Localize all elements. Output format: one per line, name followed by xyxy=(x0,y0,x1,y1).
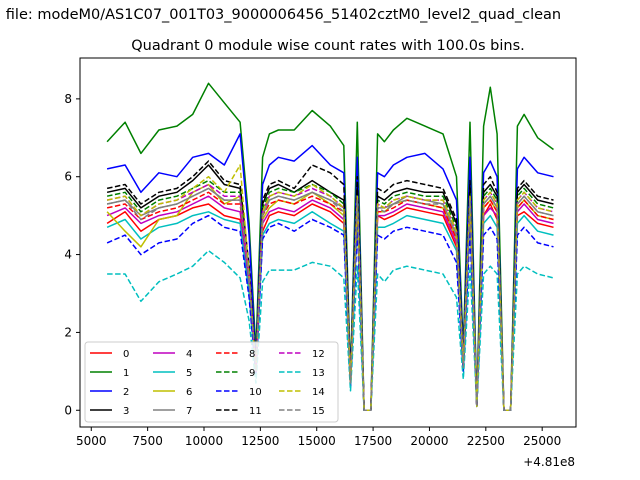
legend-label-3: 3 xyxy=(123,406,129,417)
legend-label-13: 13 xyxy=(312,368,325,379)
x-tick-label: 5000 xyxy=(76,434,107,448)
x-tick-label: 17500 xyxy=(354,434,392,448)
legend-label-8: 8 xyxy=(249,349,255,360)
x-axis-offset-label: +4.81e8 xyxy=(523,455,575,469)
legend-label-14: 14 xyxy=(312,387,325,398)
y-tick-label: 0 xyxy=(64,403,72,417)
chart-title: Quadrant 0 module wise count rates with … xyxy=(131,38,525,54)
x-tick-label: 25000 xyxy=(523,434,561,448)
legend-label-4: 4 xyxy=(186,349,192,360)
y-tick-label: 2 xyxy=(64,325,72,339)
legend-label-1: 1 xyxy=(123,368,129,379)
series-line-15 xyxy=(106,187,554,412)
x-tick-label: 15000 xyxy=(298,434,336,448)
legend-label-0: 0 xyxy=(123,349,129,360)
y-tick-label: 6 xyxy=(64,170,72,184)
legend-label-6: 6 xyxy=(186,387,192,398)
series-layer xyxy=(106,82,554,412)
x-tick-label: 10000 xyxy=(185,434,223,448)
legend-label-2: 2 xyxy=(123,387,129,398)
plot-frame xyxy=(79,57,577,428)
legend-label-15: 15 xyxy=(312,406,325,417)
legend-label-9: 9 xyxy=(249,368,255,379)
legend-box xyxy=(84,341,339,423)
y-tick-label: 8 xyxy=(64,92,72,106)
x-tick-label: 7500 xyxy=(132,434,163,448)
series-line-12 xyxy=(106,183,554,412)
y-axis: 0 2 4 6 8 xyxy=(64,92,80,417)
x-tick-label: 20000 xyxy=(410,434,448,448)
legend-label-10: 10 xyxy=(249,387,262,398)
legend-label-11: 11 xyxy=(249,406,262,417)
legend-label-12: 12 xyxy=(312,349,325,360)
y-tick-label: 4 xyxy=(64,248,72,262)
figure-suptitle: n file: modeM0/AS1C07_001T03_9000006456_… xyxy=(0,7,561,23)
x-axis: 5000 7500 10000 12500 15000 17500 20000 22500 25… xyxy=(76,427,561,448)
legend-label-5: 5 xyxy=(186,368,192,379)
x-tick-label: 22500 xyxy=(467,434,505,448)
legend-label-7: 7 xyxy=(186,406,192,417)
x-tick-label: 12500 xyxy=(241,434,279,448)
series-line-14 xyxy=(106,164,554,412)
